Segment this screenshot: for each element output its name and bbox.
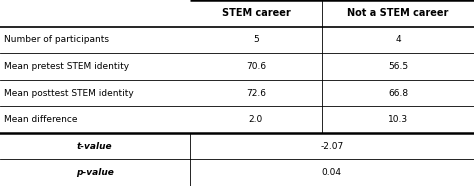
Text: 56.5: 56.5 [388, 62, 408, 71]
Text: Not a STEM career: Not a STEM career [347, 8, 449, 18]
Text: 10.3: 10.3 [388, 115, 408, 124]
Text: 0.04: 0.04 [322, 168, 342, 177]
Text: Mean difference: Mean difference [4, 115, 77, 124]
Text: Mean pretest STEM identity: Mean pretest STEM identity [4, 62, 129, 71]
Text: -2.07: -2.07 [320, 142, 344, 151]
Text: t-value: t-value [77, 142, 113, 151]
Text: 70.6: 70.6 [246, 62, 266, 71]
Text: 66.8: 66.8 [388, 89, 408, 97]
Text: 72.6: 72.6 [246, 89, 266, 97]
Text: p-value: p-value [76, 168, 114, 177]
Text: Number of participants: Number of participants [4, 35, 109, 44]
Text: 4: 4 [395, 35, 401, 44]
Text: 5: 5 [253, 35, 259, 44]
Text: Mean posttest STEM identity: Mean posttest STEM identity [4, 89, 134, 97]
Text: 2.0: 2.0 [249, 115, 263, 124]
Text: STEM career: STEM career [221, 8, 291, 18]
